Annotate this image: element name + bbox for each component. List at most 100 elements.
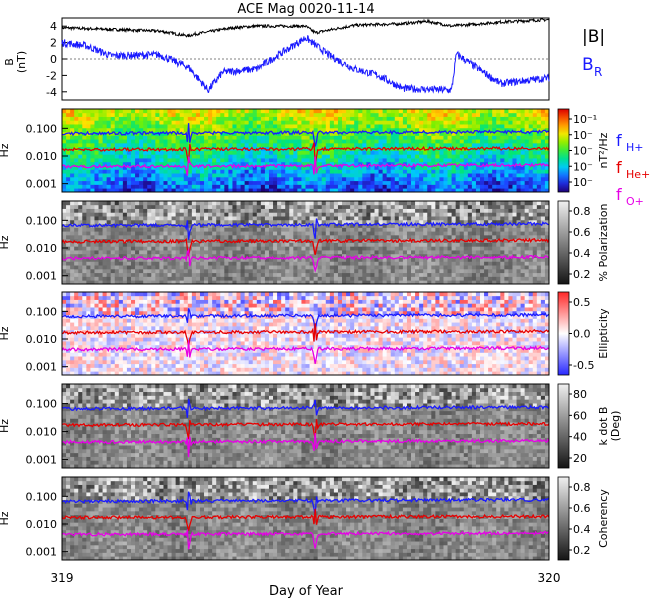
spectrogram-cell [398,227,404,232]
spectrogram-cell [346,180,351,185]
spectrogram-cell [78,142,83,148]
spectrogram-cell [374,272,379,277]
spectrogram-cell [350,231,355,236]
spectrogram-cell [216,158,221,163]
spectrogram-cell [431,257,436,262]
spectrogram-cell [244,139,250,144]
spectrogram-cell [171,124,177,129]
spectrogram-cell [411,250,416,255]
spectrogram-cell [171,261,177,266]
spectrogram-cell [268,184,274,189]
spectrogram-cell [244,216,250,221]
spectrogram-cell [183,188,189,192]
spectrogram-cell [508,169,513,174]
spectrogram-cell [191,150,197,155]
spectrogram-cell [484,131,489,136]
spectrogram-cell [167,124,172,129]
spectrogram-cell [504,150,509,155]
spectrogram-cell [118,161,124,166]
spectrogram-cell [82,216,87,221]
spectrogram-cell [143,268,148,274]
spectrogram-cell [175,127,181,133]
spectrogram-cell [74,238,79,243]
spectrogram-cell [402,250,408,255]
spectrogram-cell [252,150,258,155]
spectrogram-cell [191,265,197,270]
spectrogram-cell [273,180,278,185]
spectrogram-cell [386,265,392,270]
spectrogram-cell [256,161,262,166]
spectrogram-cell [281,231,286,236]
spectrogram-cell [191,253,197,258]
spectrogram-cell [415,227,420,232]
spectrogram-cell [394,223,400,228]
spectrogram-cell [520,173,526,178]
spectrogram-cell [191,227,197,232]
spectrogram-cell [309,216,315,221]
spectrogram-cell [248,268,254,274]
spectrogram-cell [118,154,124,159]
spectrogram-cell [228,150,233,155]
spectrogram-cell [459,124,465,129]
spectrogram-cell [362,150,367,155]
spectrogram-cell [293,219,298,225]
spectrogram-cell [386,272,392,277]
spectrogram-cell [305,250,310,255]
spectrogram-cell [415,188,420,192]
spectrogram-cell [342,109,347,114]
spectrogram-cell [354,223,359,228]
spectrogram-cell [135,184,140,189]
spectrogram-cell [289,142,294,148]
spectrogram-cell [228,265,233,270]
spectrogram-cell [78,173,83,178]
spectrogram-cell [106,109,112,114]
spectrogram-cell [297,109,302,114]
spectrogram-cell [66,146,71,151]
spectrogram-cell [467,112,473,117]
spectrogram-cell [268,234,274,240]
spectrogram-cell [459,253,465,258]
spectrogram-cell [512,120,517,125]
spectrogram-cell [163,212,168,217]
spectrogram-cell [151,246,156,251]
spectrogram-cell [285,176,290,182]
spectrogram-cell [224,116,229,121]
spectrogram-cell [406,131,412,136]
spectrogram-cell [70,161,75,166]
spectrogram-cell [382,135,388,140]
spectrogram-cell [94,208,99,213]
spectrogram-cell [435,116,440,121]
spectrogram-cell [382,109,388,114]
spectrogram-cell [325,253,331,258]
spectrogram-cell [443,169,448,174]
spectrogram-cell [216,231,221,236]
spectrogram-cell [439,204,444,209]
spectrogram-cell [386,120,392,125]
spectrogram-cell [264,276,270,281]
spectrogram-cell [520,135,526,140]
spectrogram-cell [309,154,315,159]
spectrogram-cell [342,131,347,136]
spectrogram-cell [232,169,237,174]
spectrogram-cell [86,116,91,121]
spectrogram-cell [427,250,432,255]
spectrogram-cell [204,272,209,277]
spectrogram-cell [313,216,319,221]
spectrogram-cell [126,238,132,243]
spectrogram-cell [212,208,217,213]
spectrogram-cell [187,109,193,114]
spectrogram-cell [342,280,347,284]
spectrogram-cell [82,208,87,213]
spectrogram-cell [508,127,513,133]
spectrogram-cell [110,201,116,206]
spectrogram-cell [224,139,229,144]
spectrogram-cell [195,231,201,236]
spectrogram-cell [159,212,164,217]
spectrogram-cell [264,246,270,251]
spectrogram-cell [374,250,379,255]
spectrogram-cell [386,280,392,284]
spectrogram-cell [471,120,477,125]
spectrogram-cell [118,188,124,192]
spectrogram-cell [289,212,294,217]
spectrogram-cell [273,109,278,114]
